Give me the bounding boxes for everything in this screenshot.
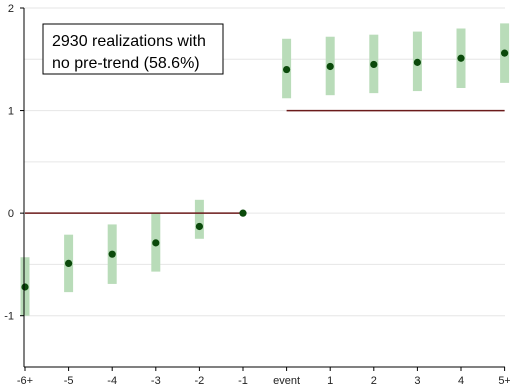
- x-tick-label: -3: [151, 375, 161, 387]
- estimate-point: [326, 62, 334, 71]
- y-tick-label: 0: [8, 208, 14, 220]
- x-tick-label: event: [273, 375, 300, 387]
- estimate-point: [152, 239, 160, 247]
- x-tick-label: 3: [414, 375, 420, 387]
- reference-lines: [25, 109, 505, 214]
- annotation-line-1: 2930 realizations with: [52, 33, 206, 50]
- x-tick-label: -1: [238, 375, 248, 387]
- x-tick-label: -2: [195, 375, 205, 387]
- estimate-point: [457, 54, 465, 62]
- axes: -1 0 1 2 -6+ -5 -4 -3 -2 -1 event 1 2 3 4 5+: [4, 3, 510, 387]
- point-estimates: [21, 49, 509, 291]
- x-tick-label: 2: [371, 375, 377, 387]
- x-tick-label: -5: [64, 375, 74, 387]
- estimate-point: [65, 259, 73, 268]
- estimate-point: [283, 65, 291, 74]
- y-tick-label: 2: [8, 3, 14, 15]
- estimate-point: [370, 60, 378, 69]
- x-tick-label: 1: [327, 375, 333, 387]
- estimate-point: [195, 222, 203, 231]
- annotation-frame: [42, 23, 224, 75]
- estimate-point: [413, 58, 421, 66]
- x-tick-label: -4: [107, 375, 117, 387]
- estimate-point: [108, 250, 116, 258]
- annotation-box: 2930 realizations with no pre-trend (58.…: [42, 23, 224, 75]
- y-tick-label: 1: [8, 106, 14, 118]
- estimate-point: [239, 209, 247, 217]
- estimate-point: [501, 49, 509, 57]
- estimate-point: [21, 283, 29, 291]
- y-tick-label: -1: [4, 311, 14, 323]
- x-tick-label: -6+: [17, 375, 33, 387]
- annotation-line-2: no pre-trend (58.6%): [52, 55, 200, 72]
- ci-band: [194, 199, 204, 239]
- x-tick-label: 5+: [498, 375, 510, 387]
- x-tick-label: 4: [458, 375, 464, 387]
